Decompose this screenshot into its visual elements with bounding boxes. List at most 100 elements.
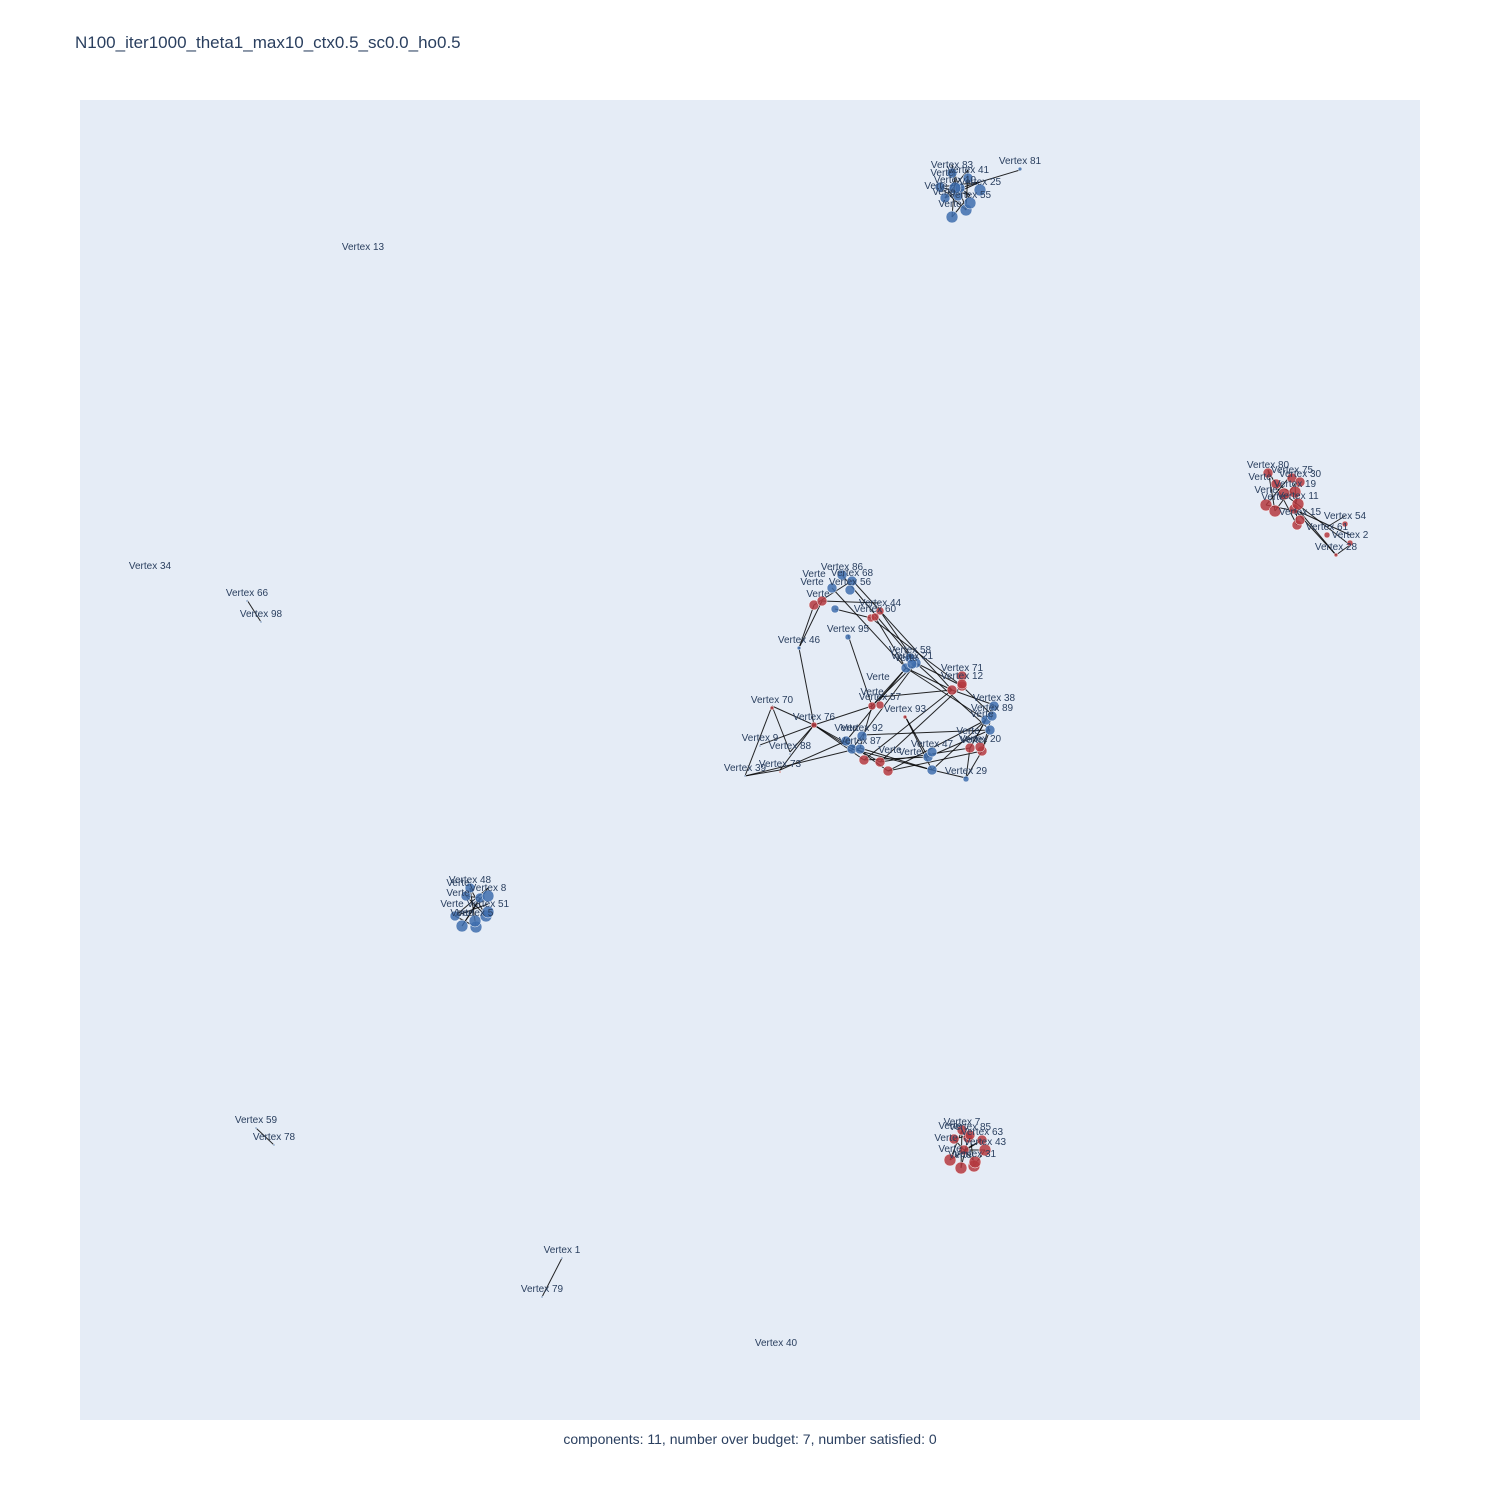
- graph-node[interactable]: [840, 735, 852, 747]
- graph-node-vertex-39[interactable]: [743, 774, 747, 778]
- graph-node-vertex-47[interactable]: [926, 746, 938, 758]
- graph-node-vertex-31[interactable]: [968, 1155, 982, 1169]
- graph-node[interactable]: [958, 1144, 970, 1156]
- graph-node-vertex-1[interactable]: [560, 1256, 564, 1260]
- graph-edge: [744, 705, 773, 777]
- graph-edge: [834, 608, 872, 619]
- graph-node[interactable]: [816, 595, 828, 607]
- overlapping-vertex-label: Verte: [1248, 472, 1272, 483]
- vertex-label-1: Vertex 1: [544, 1245, 581, 1256]
- graph-node-vertex-11[interactable]: [1291, 497, 1305, 511]
- plot-title: N100_iter1000_theta1_max10_ctx0.5_sc0.0_…: [75, 33, 461, 52]
- graph-node-vertex-9[interactable]: [758, 744, 762, 748]
- graph-node-vertex-56[interactable]: [844, 584, 856, 596]
- graph-edge: [931, 769, 967, 779]
- graph-node-vertex-19[interactable]: [1288, 485, 1302, 499]
- graph-node-vertex-59[interactable]: [254, 1126, 258, 1130]
- graph-node-vertex-25[interactable]: [973, 183, 987, 197]
- vertex-label-48: Vertex 48: [449, 875, 492, 886]
- graph-node-vertex-86[interactable]: [836, 569, 848, 581]
- graph-node-vertex-78[interactable]: [272, 1143, 276, 1147]
- graph-node[interactable]: [867, 701, 877, 711]
- graph-node-vertex-85[interactable]: [964, 1129, 976, 1141]
- graph-summary-caption: components: 11, number over budget: 7, n…: [563, 1431, 937, 1447]
- graph-node[interactable]: [455, 919, 469, 933]
- graph-edge: [915, 662, 991, 731]
- graph-node-vertex-80[interactable]: [1262, 467, 1274, 479]
- graph-node-vertex-73[interactable]: [778, 770, 782, 774]
- graph-node-vertex-66[interactable]: [245, 599, 249, 603]
- graph-node-vertex-43[interactable]: [978, 1143, 992, 1157]
- vertex-label-29: Vertex 29: [945, 766, 988, 777]
- graph-node-vertex-54[interactable]: [1341, 520, 1349, 528]
- graph-node-vertex-15[interactable]: [1294, 514, 1306, 526]
- graph-node[interactable]: [826, 582, 838, 594]
- graph-node-vertex-87[interactable]: [854, 743, 866, 755]
- graph-node-vertex-60[interactable]: [870, 612, 880, 622]
- graph-edge: [1326, 515, 1346, 528]
- graph-node-vertex-30[interactable]: [1294, 476, 1306, 488]
- graph-node-vertex-76[interactable]: [810, 721, 818, 729]
- graph-node[interactable]: [1268, 504, 1282, 518]
- graph-node-vertex-5[interactable]: [468, 914, 482, 928]
- graph-node-vertex-20[interactable]: [974, 741, 986, 753]
- vertex-label-73: Vertex 73: [759, 759, 802, 770]
- nodes-layer: [245, 166, 1354, 1299]
- graph-node-vertex-92[interactable]: [856, 730, 868, 742]
- graph-edge: [859, 747, 933, 771]
- graph-node-vertex-38[interactable]: [988, 700, 1000, 712]
- graph-node-vertex-95[interactable]: [844, 633, 852, 641]
- graph-edge: [771, 705, 815, 726]
- graph-node[interactable]: [943, 1153, 957, 1167]
- graph-node-vertex-48[interactable]: [464, 882, 476, 894]
- graph-node[interactable]: [874, 756, 886, 768]
- graph-node-vertex-28[interactable]: [1333, 552, 1339, 558]
- graph-node-vertex-83[interactable]: [946, 167, 958, 179]
- graph-node[interactable]: [1259, 498, 1273, 512]
- graph-node-vertex-93[interactable]: [902, 714, 908, 720]
- overlapping-vertex-label: Verte: [1254, 485, 1278, 496]
- graph-node[interactable]: [984, 724, 996, 736]
- graph-node-vertex-7[interactable]: [956, 1124, 968, 1136]
- graph-node-vertex-81[interactable]: [1017, 166, 1023, 172]
- graph-node[interactable]: [954, 1161, 968, 1175]
- graph-node-vertex-8[interactable]: [481, 889, 495, 903]
- graph-node[interactable]: [946, 684, 958, 696]
- graph-node[interactable]: [830, 604, 840, 614]
- vertex-label-39: Vertex 39: [724, 763, 767, 774]
- graph-node-vertex-51[interactable]: [481, 905, 495, 919]
- graph-node-vertex-29[interactable]: [962, 775, 970, 783]
- graph-node-vertex-70[interactable]: [769, 705, 775, 711]
- graph-edge: [905, 667, 987, 721]
- graph-node[interactable]: [926, 764, 938, 776]
- graph-node-vertex-12[interactable]: [956, 678, 968, 690]
- graph-node[interactable]: [1270, 478, 1282, 490]
- graph-node[interactable]: [948, 1133, 960, 1145]
- network-graph[interactable]: Vertex 83 Vertex 41 Vertex 81 Vertex 10 Vert…: [80, 100, 1420, 1420]
- graph-edge: [798, 600, 823, 649]
- graph-node[interactable]: [858, 754, 870, 766]
- overlapping-vertex-label: Verte: [860, 687, 884, 698]
- graph-node-vertex-55[interactable]: [963, 196, 977, 210]
- graph-node-vertex-88[interactable]: [788, 752, 792, 756]
- graph-node[interactable]: [449, 910, 461, 922]
- graph-edge: [905, 667, 953, 691]
- graph-node-vertex-98[interactable]: [259, 620, 263, 624]
- graph-node-vertex-89[interactable]: [986, 710, 998, 722]
- graph-node[interactable]: [882, 765, 894, 777]
- graph-node-vertex-10[interactable]: [948, 181, 962, 195]
- graph-node[interactable]: [939, 192, 951, 204]
- graph-node-vertex-2[interactable]: [1346, 539, 1354, 547]
- graph-node-vertex-79[interactable]: [540, 1295, 544, 1299]
- graph-node-vertex-21[interactable]: [906, 658, 918, 670]
- graph-node-vertex-61[interactable]: [1323, 531, 1331, 539]
- graph-node-vertex-57[interactable]: [875, 700, 885, 710]
- graph-edge: [779, 724, 815, 771]
- vertex-label-63: Vertex 63: [961, 1127, 1004, 1138]
- graph-node[interactable]: [945, 210, 959, 224]
- graph-node-vertex-46[interactable]: [796, 645, 802, 651]
- graph-node-vertex-41[interactable]: [962, 172, 974, 184]
- graph-node-vertex-44[interactable]: [875, 606, 885, 616]
- graph-node[interactable]: [934, 181, 946, 193]
